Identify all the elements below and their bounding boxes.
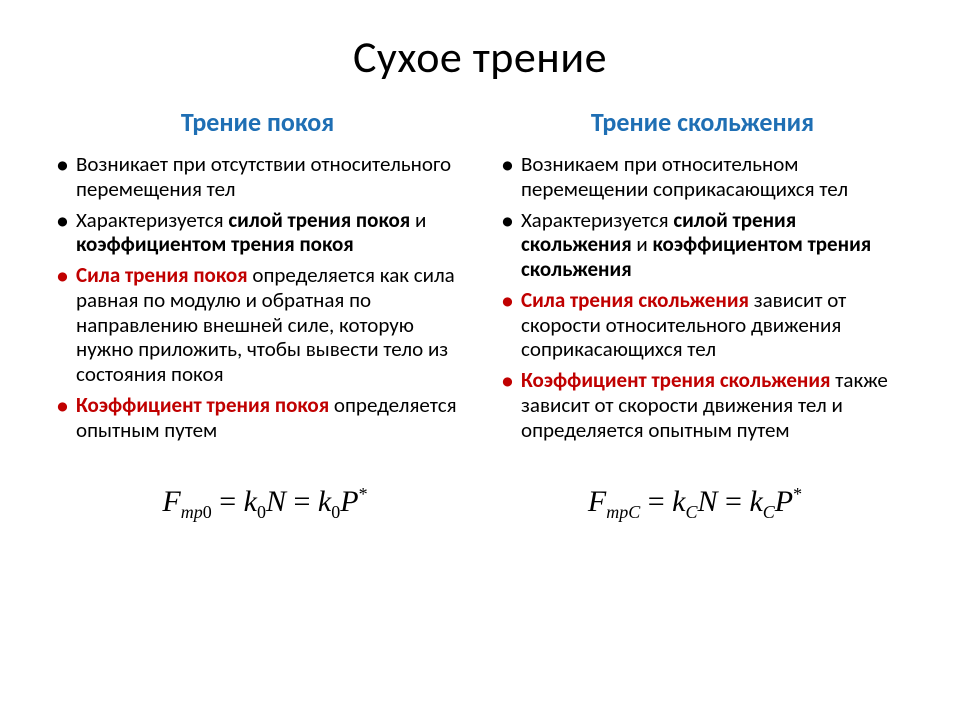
columns: Трение покоя Возникает при отсутствии от… — [50, 106, 910, 448]
list-item: Коэффициент трения скольжения также зави… — [495, 368, 910, 442]
list-item: Возникаем при относительном перемещении … — [495, 152, 910, 202]
list-item: Характеризуется силой трения скольжения … — [495, 208, 910, 282]
right-list: Возникаем при относительном перемещении … — [495, 152, 910, 442]
list-item: Сила трения покоя определяется как сила … — [50, 263, 465, 387]
left-heading: Трение покоя — [50, 106, 465, 138]
right-formula: FтрC = kCN = kCP* — [480, 484, 910, 523]
right-column: Трение скольжения Возникаем при относите… — [495, 106, 910, 448]
list-item: Возникает при отсутствии относительного … — [50, 152, 465, 202]
list-item: Коэффициент трения покоя определяется оп… — [50, 393, 465, 443]
formulas-row: Fтр0 = k0N = k0P* FтрC = kCN = kCP* — [50, 484, 910, 523]
left-list: Возникает при отсутствии относительного … — [50, 152, 465, 442]
left-column: Трение покоя Возникает при отсутствии от… — [50, 106, 465, 448]
left-formula: Fтр0 = k0N = k0P* — [50, 484, 480, 523]
right-heading: Трение скольжения — [495, 106, 910, 138]
slide-title: Сухое трение — [50, 30, 910, 84]
list-item: Сила трения скольжения зависит от скорос… — [495, 288, 910, 362]
list-item: Характеризуется силой трения покоя и коэ… — [50, 208, 465, 258]
